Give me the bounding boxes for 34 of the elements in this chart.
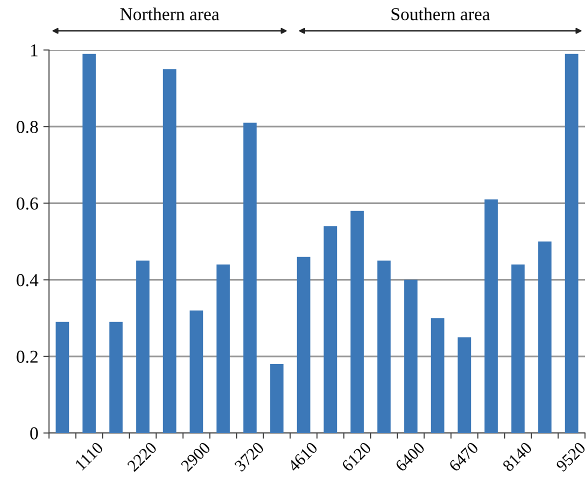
bar <box>136 260 150 433</box>
bar <box>324 226 338 433</box>
bar <box>350 210 364 433</box>
bar <box>404 280 418 433</box>
y-tick-label: 0.6 <box>16 197 38 210</box>
bar <box>270 364 284 433</box>
bar <box>243 122 257 433</box>
y-tick-label: 0.2 <box>16 350 38 363</box>
bar <box>82 54 96 433</box>
x-tick-label: 4610 <box>287 441 318 472</box>
x-tick-label: 6400 <box>394 441 426 472</box>
x-tick-label: 6470 <box>448 441 479 472</box>
text: Northern area <box>120 8 220 20</box>
y-tick-label: 1 <box>31 44 38 56</box>
bar <box>484 199 498 433</box>
bar <box>564 54 578 433</box>
bar <box>538 242 552 433</box>
bar <box>216 264 230 433</box>
text: Southern area <box>392 8 490 20</box>
x-tick-label: 1110 <box>74 441 104 471</box>
y-tick-label: 0 <box>30 427 38 440</box>
bar <box>162 69 176 433</box>
bar <box>430 318 444 433</box>
bar <box>377 260 391 433</box>
bar <box>511 264 525 433</box>
bar <box>109 322 123 433</box>
x-tick-label: 8140 <box>502 441 533 472</box>
y-tick-label: 0.8 <box>16 120 38 134</box>
bar <box>296 256 310 433</box>
bar <box>190 310 204 433</box>
y-tick-label: 0.4 <box>16 274 38 286</box>
x-tick-label: 6120 <box>341 441 372 472</box>
bar <box>458 337 472 433</box>
bar <box>56 322 70 433</box>
